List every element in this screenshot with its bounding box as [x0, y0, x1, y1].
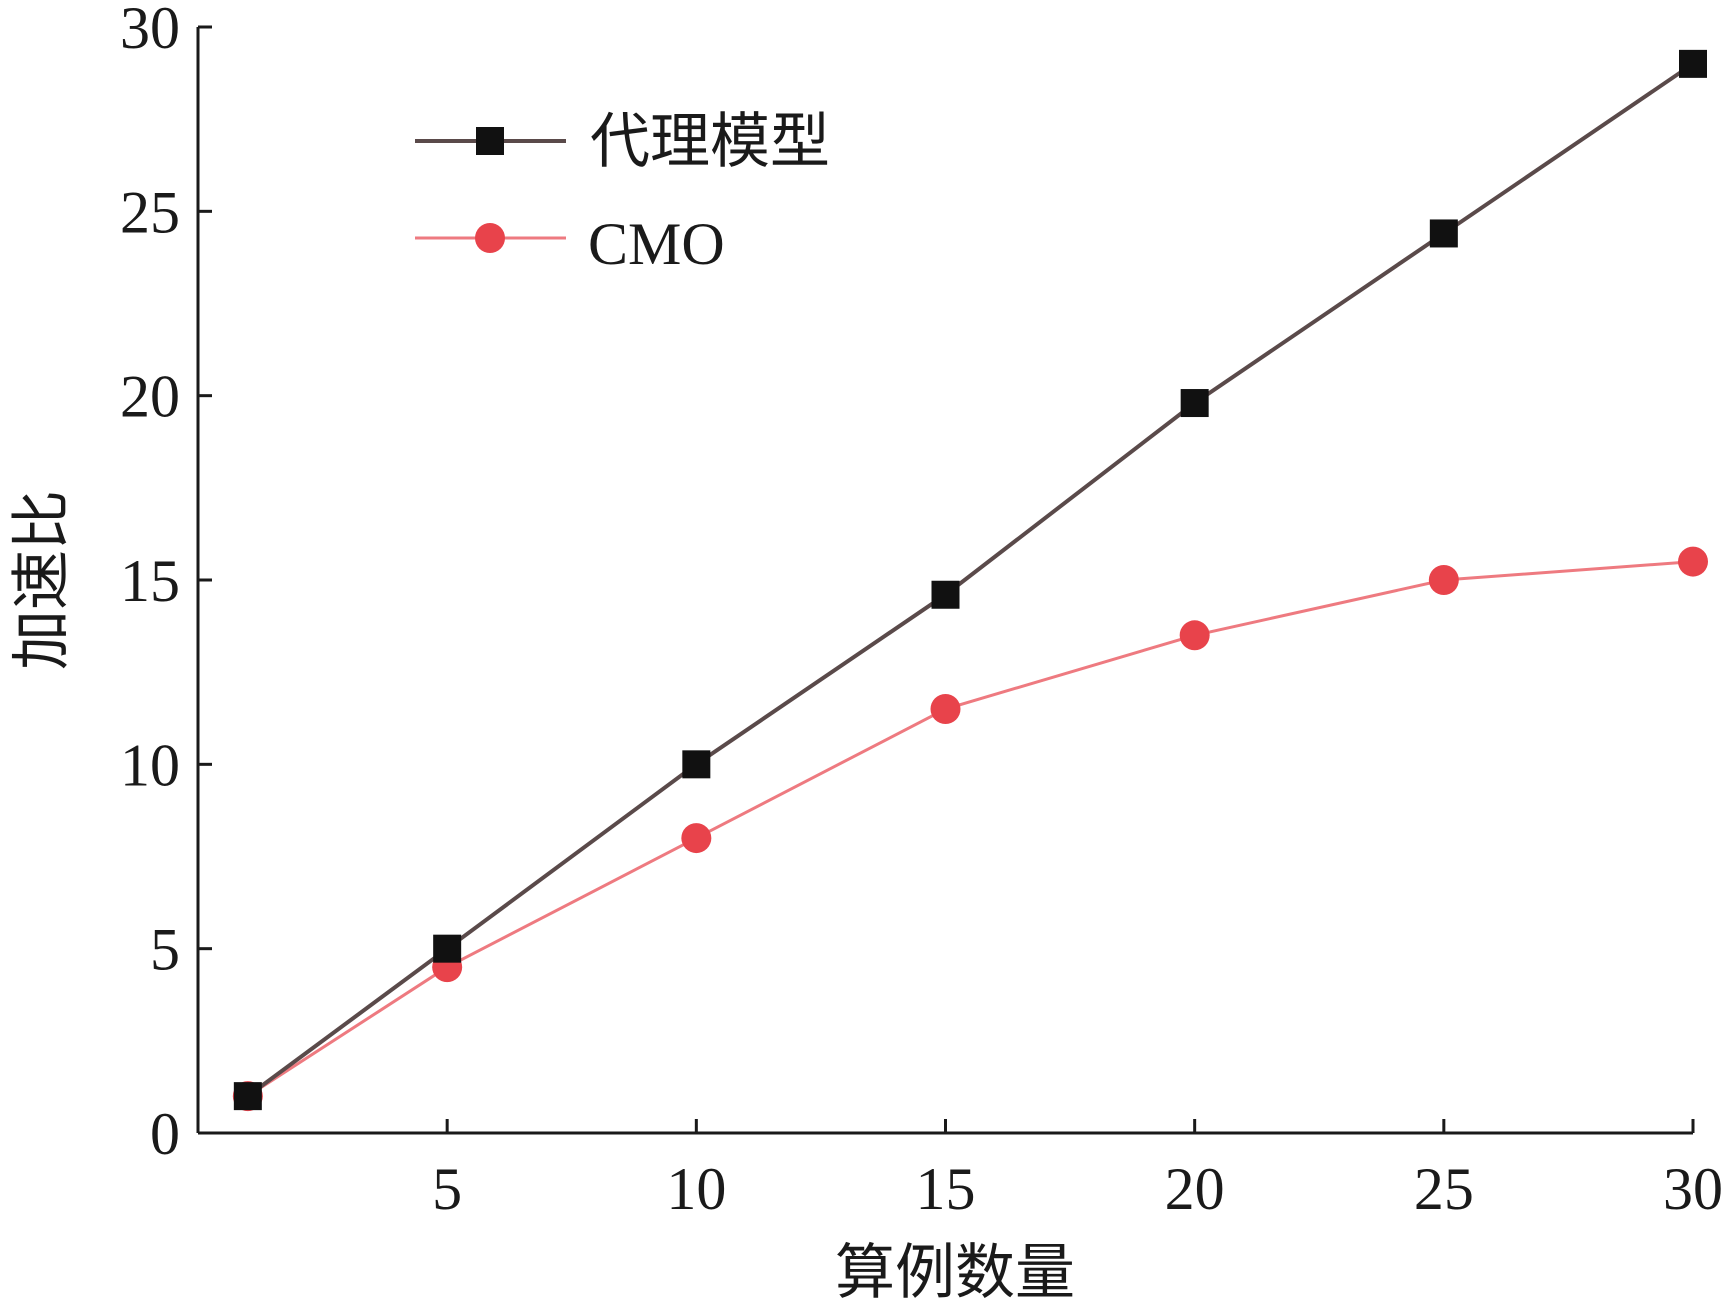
x-tick-label: 5 [432, 1156, 462, 1222]
x-tick-label: 30 [1663, 1156, 1723, 1222]
y-axis-title: 加速比 [9, 490, 75, 670]
legend-label-cmo: CMO [588, 211, 725, 277]
y-tick-label: 10 [120, 732, 180, 798]
data-point-surrogate [233, 1082, 262, 1111]
y-tick-label: 15 [120, 548, 180, 614]
data-point-surrogate [433, 934, 462, 963]
legend: 代理模型 CMO [415, 109, 830, 277]
legend-label-surrogate: 代理模型 [590, 109, 830, 175]
legend-marker-surrogate [476, 127, 504, 155]
x-ticks: 5 10 15 20 25 30 [432, 1119, 1723, 1222]
data-point-surrogate [1679, 49, 1707, 78]
data-point-cmo [930, 694, 961, 725]
x-axis-title: 算例数量 [835, 1240, 1075, 1305]
data-point-cmo [1678, 546, 1708, 577]
y-tick-label: 5 [150, 917, 180, 983]
x-tick-label: 25 [1414, 1156, 1474, 1222]
x-tick-label: 15 [916, 1156, 976, 1222]
data-point-cmo [1428, 565, 1459, 595]
data-point-cmo [681, 823, 712, 854]
legend-item-cmo: CMO [415, 211, 725, 277]
series [232, 49, 1708, 1112]
y-tick-label: 20 [120, 364, 180, 430]
legend-item-surrogate: 代理模型 [415, 109, 830, 175]
data-point-surrogate [682, 750, 711, 779]
data-point-surrogate [1429, 219, 1458, 248]
y-tick-label: 30 [120, 0, 180, 61]
y-ticks: 0 5 10 15 20 25 30 [120, 0, 212, 1167]
y-tick-label: 0 [150, 1101, 180, 1167]
x-tick-label: 20 [1165, 1156, 1225, 1222]
series-line-surrogate [246, 62, 1695, 1098]
data-point-cmo [1179, 620, 1210, 651]
x-tick-label: 10 [666, 1156, 726, 1222]
series-line-cmo [246, 560, 1694, 1098]
data-point-surrogate [1180, 389, 1209, 418]
legend-marker-cmo [475, 223, 505, 253]
data-point-surrogate [931, 580, 960, 609]
y-tick-label: 25 [120, 179, 180, 245]
